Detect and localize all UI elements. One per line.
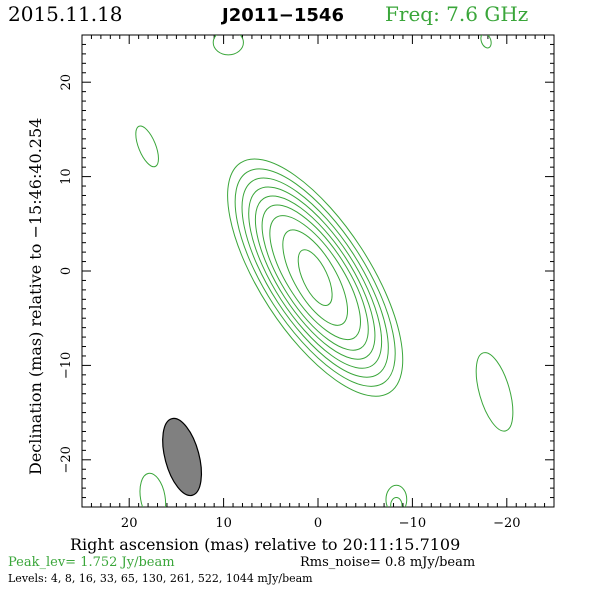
x-tick-label: −10 xyxy=(399,516,426,531)
source-name: J2011−1546 xyxy=(220,5,344,26)
y-axis-title: Declination (mas) relative to −15:46:40.… xyxy=(26,118,45,475)
x-tick-label: 10 xyxy=(215,516,232,531)
observation-date: 2015.11.18 xyxy=(8,2,123,26)
x-tick-label: 0 xyxy=(314,516,322,531)
x-axis-title: Right ascension (mas) relative to 20:11:… xyxy=(70,535,460,554)
source-contour xyxy=(297,249,333,306)
source-contours xyxy=(227,158,404,397)
noise-contour xyxy=(212,35,244,56)
contour-levels: Levels: 4, 8, 16, 33, 65, 130, 261, 522,… xyxy=(8,572,313,585)
noise-contour xyxy=(390,497,403,507)
axis-ticks: 20 10 0 −10 −20 20 10 0 −10 −20 xyxy=(59,35,554,531)
x-tick-label: −20 xyxy=(493,516,520,531)
noise-contours xyxy=(135,35,514,507)
source-contour xyxy=(234,168,396,387)
source-contour xyxy=(282,229,349,326)
source-contour xyxy=(269,215,361,341)
beam-ellipse xyxy=(162,417,203,497)
y-tick-label: 20 xyxy=(59,74,74,91)
y-tick-label: −10 xyxy=(59,352,74,379)
y-tick-label: 10 xyxy=(59,168,74,185)
rms-noise: Rms_noise= 0.8 mJy/beam xyxy=(300,555,475,570)
y-tick-label: 0 xyxy=(59,267,74,275)
beam xyxy=(162,417,203,497)
noise-contour xyxy=(480,35,492,49)
noise-contour xyxy=(475,352,514,432)
noise-contour xyxy=(135,125,159,168)
peak-level: Peak_lev= 1.752 Jy/beam xyxy=(8,555,175,570)
x-tick-label: 20 xyxy=(121,516,138,531)
source-contour xyxy=(227,158,404,397)
source-contour xyxy=(254,195,376,360)
noise-contour xyxy=(385,484,408,507)
noise-contour xyxy=(139,472,167,507)
source-contour xyxy=(248,186,383,369)
source-contour xyxy=(241,177,389,378)
plot-frame xyxy=(81,34,555,508)
source-contour xyxy=(261,204,369,351)
frequency-label: Freq: 7.6 GHz xyxy=(385,2,528,26)
y-tick-label: −20 xyxy=(59,446,74,473)
